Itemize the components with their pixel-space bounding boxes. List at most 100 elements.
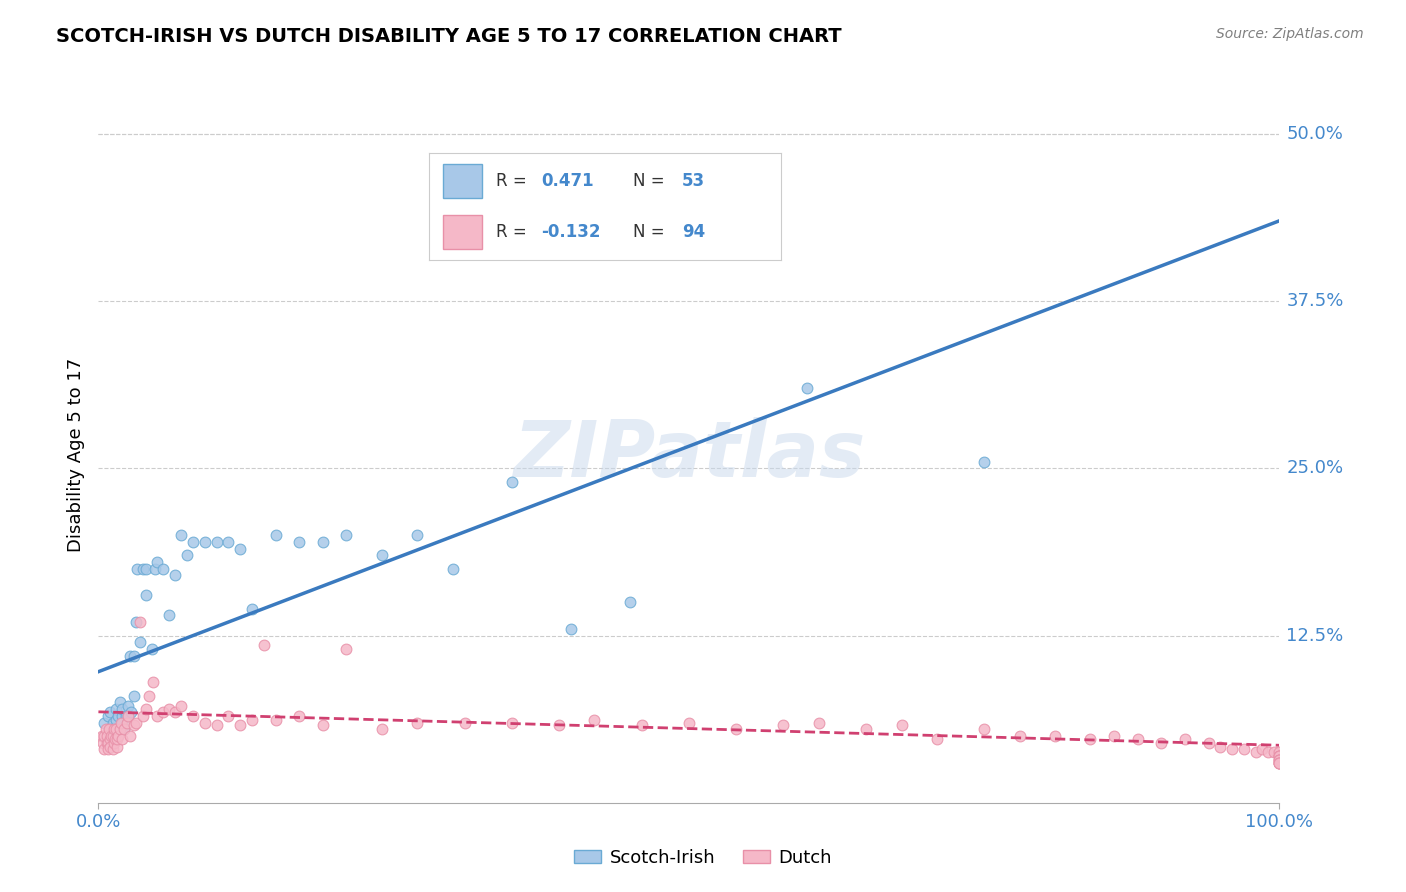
Point: [135, 702, 157, 716]
Point: [619, 595, 641, 609]
Point: [143, 562, 166, 576]
Point: [1268, 753, 1291, 767]
Point: [101, 729, 124, 743]
Point: [1102, 729, 1125, 743]
Point: [157, 702, 180, 716]
Point: [1268, 749, 1291, 764]
Point: [560, 622, 582, 636]
Point: [122, 718, 145, 732]
Point: [125, 615, 148, 630]
Point: [1250, 742, 1272, 756]
Point: [111, 731, 134, 746]
Point: [264, 713, 287, 727]
Point: [100, 729, 122, 743]
Point: [141, 642, 163, 657]
Point: [94, 723, 117, 737]
Point: [127, 562, 149, 576]
Point: [1268, 745, 1291, 759]
Text: N =: N =: [633, 223, 669, 241]
Point: [1263, 745, 1285, 759]
Point: [229, 541, 252, 556]
Point: [120, 729, 142, 743]
Point: [973, 723, 995, 737]
Point: [97, 735, 120, 749]
Point: [1043, 729, 1066, 743]
Point: [1268, 749, 1291, 764]
Point: [194, 715, 217, 730]
Point: [105, 702, 128, 716]
Point: [441, 562, 464, 576]
Point: [105, 731, 128, 746]
Point: [112, 723, 135, 737]
Point: [1126, 731, 1149, 746]
Point: [111, 708, 134, 723]
Point: [406, 528, 429, 542]
Point: [1008, 729, 1031, 743]
Point: [110, 715, 132, 730]
Point: [107, 708, 129, 723]
Point: [101, 715, 124, 730]
Point: [135, 589, 157, 603]
Point: [678, 715, 700, 730]
Text: SCOTCH-IRISH VS DUTCH DISABILITY AGE 5 TO 17 CORRELATION CHART: SCOTCH-IRISH VS DUTCH DISABILITY AGE 5 T…: [56, 27, 842, 45]
Point: [548, 718, 571, 732]
Text: Source: ZipAtlas.com: Source: ZipAtlas.com: [1216, 27, 1364, 41]
Point: [122, 648, 145, 663]
Point: [335, 642, 357, 657]
Point: [128, 635, 150, 649]
Point: [288, 708, 311, 723]
Point: [112, 723, 135, 737]
Point: [1268, 756, 1291, 770]
Point: [91, 735, 114, 749]
Point: [103, 723, 125, 737]
Bar: [443, 164, 482, 198]
Point: [122, 689, 145, 703]
Point: [1174, 731, 1197, 746]
Point: [501, 715, 523, 730]
Point: [121, 705, 143, 719]
Point: [1268, 749, 1291, 764]
Point: [229, 718, 252, 732]
Point: [152, 705, 174, 719]
Point: [98, 705, 121, 719]
Point: [1209, 739, 1232, 754]
Text: 12.5%: 12.5%: [1286, 626, 1344, 645]
Point: [194, 535, 217, 549]
Point: [1198, 735, 1220, 749]
Point: [890, 718, 912, 732]
Point: [135, 562, 157, 576]
Point: [108, 723, 131, 737]
Point: [312, 535, 335, 549]
Point: [253, 638, 276, 652]
Point: [855, 723, 877, 737]
Point: [312, 718, 335, 732]
Legend: Scotch-Irish, Dutch: Scotch-Irish, Dutch: [567, 842, 839, 874]
Point: [146, 555, 169, 569]
Point: [1268, 753, 1291, 767]
Point: [98, 731, 121, 746]
Point: [120, 648, 142, 663]
Point: [371, 548, 394, 563]
Point: [132, 562, 155, 576]
Point: [453, 715, 475, 730]
Text: 53: 53: [682, 172, 706, 190]
Point: [583, 713, 606, 727]
Point: [176, 548, 198, 563]
Point: [97, 742, 120, 756]
Point: [105, 723, 128, 737]
Text: R =: R =: [496, 172, 531, 190]
Point: [170, 528, 193, 542]
Point: [264, 528, 287, 542]
Point: [142, 675, 165, 690]
Point: [101, 742, 124, 756]
Point: [335, 528, 357, 542]
Point: [1268, 756, 1291, 770]
Text: 37.5%: 37.5%: [1286, 292, 1344, 310]
Point: [288, 535, 311, 549]
Point: [170, 699, 193, 714]
Point: [114, 708, 136, 723]
Point: [103, 723, 125, 737]
Point: [1244, 745, 1267, 759]
Point: [1080, 731, 1102, 746]
Point: [117, 699, 139, 714]
